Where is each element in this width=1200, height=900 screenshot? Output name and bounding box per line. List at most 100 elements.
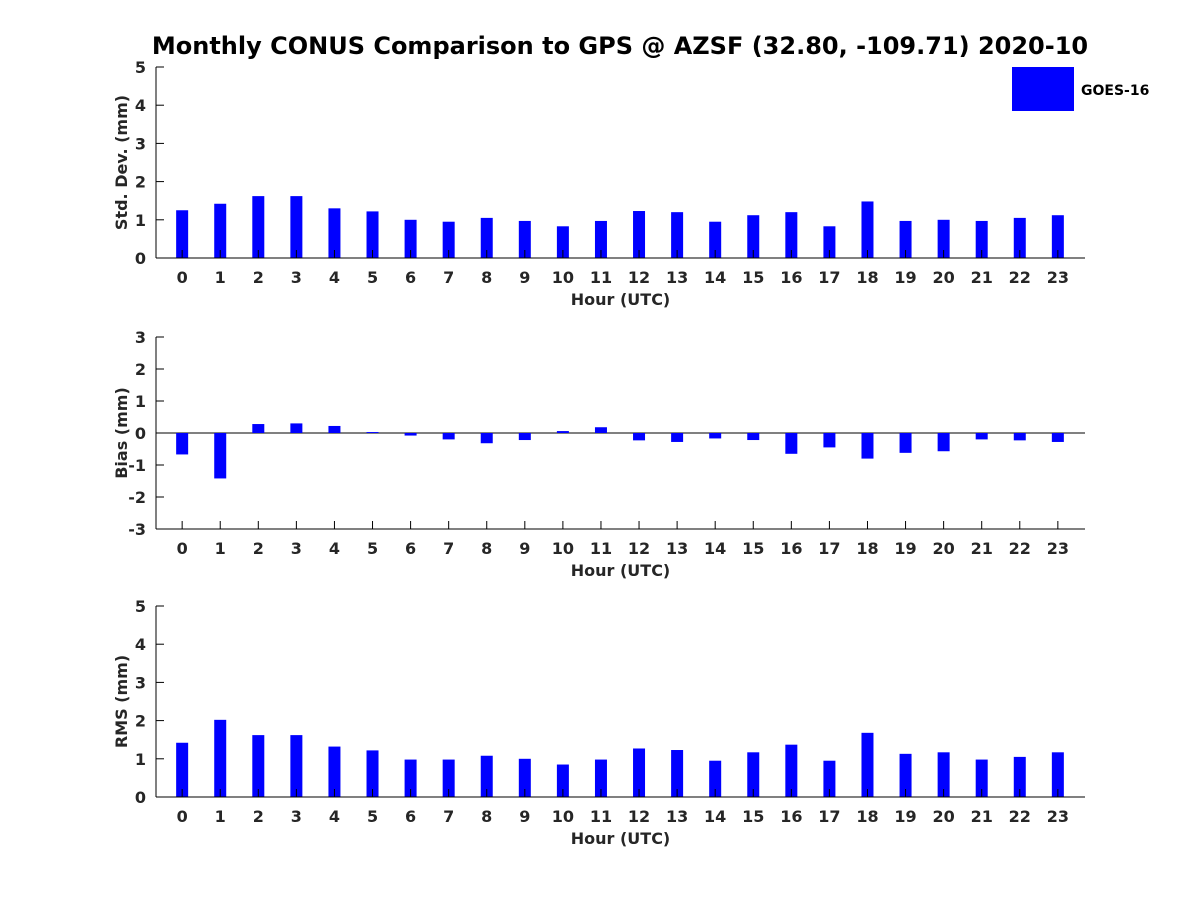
bar-hour-19 — [899, 220, 912, 258]
x-tick-label: 10 — [552, 539, 574, 558]
x-tick-label: 23 — [1047, 539, 1069, 558]
x-tick-label: 10 — [552, 807, 574, 826]
bar-hour-14 — [709, 221, 722, 258]
x-tick-label: 4 — [329, 268, 340, 287]
y-tick-label: 1 — [135, 392, 146, 411]
y-tick-label: 2 — [135, 173, 146, 192]
x-tick-label: 19 — [894, 539, 916, 558]
bar-hour-0 — [176, 433, 189, 455]
x-tick-label: 4 — [329, 539, 340, 558]
bar-hour-13 — [671, 750, 684, 797]
x-tick-label: 21 — [971, 807, 993, 826]
x-tick-label: 11 — [590, 539, 612, 558]
bar-hour-6 — [404, 433, 417, 436]
x-tick-label: 23 — [1047, 268, 1069, 287]
x-tick-label: 1 — [215, 807, 226, 826]
bar-hour-9 — [518, 758, 531, 797]
bar-hour-14 — [709, 760, 722, 797]
bar-hour-7 — [442, 221, 455, 258]
x-tick-label: 20 — [932, 268, 954, 287]
bar-hour-6 — [404, 219, 417, 258]
bar-hour-12 — [633, 748, 646, 797]
x-axis-label: Hour (UTC) — [571, 829, 671, 848]
y-axis-label: Bias (mm) — [112, 387, 131, 479]
bar-hour-14 — [709, 433, 722, 439]
x-tick-label: 22 — [1009, 539, 1031, 558]
x-tick-label: 3 — [291, 268, 302, 287]
x-tick-label: 19 — [894, 807, 916, 826]
x-tick-label: 3 — [291, 807, 302, 826]
bar-hour-5 — [366, 211, 379, 258]
bar-hour-17 — [823, 433, 836, 448]
x-tick-label: 15 — [742, 539, 764, 558]
x-tick-label: 2 — [253, 807, 264, 826]
y-tick-label: -2 — [128, 488, 146, 507]
bar-hour-20 — [937, 433, 950, 452]
x-tick-label: 2 — [253, 539, 264, 558]
bar-hour-3 — [290, 423, 303, 433]
legend-label: GOES-16 — [1081, 83, 1149, 99]
x-tick-label: 18 — [856, 539, 878, 558]
bar-hour-23 — [1051, 433, 1064, 442]
x-tick-label: 17 — [818, 268, 840, 287]
y-tick-label: 5 — [135, 58, 146, 77]
x-tick-label: 15 — [742, 807, 764, 826]
x-tick-label: 17 — [818, 539, 840, 558]
x-tick-label: 6 — [405, 807, 416, 826]
x-tick-label: 9 — [519, 539, 530, 558]
y-tick-label: 4 — [135, 96, 146, 115]
bar-hour-9 — [518, 220, 531, 258]
y-tick-label: 5 — [135, 597, 146, 616]
x-tick-label: 22 — [1009, 807, 1031, 826]
x-tick-label: 12 — [628, 539, 650, 558]
bar-hour-11 — [594, 427, 607, 433]
x-tick-label: 11 — [590, 268, 612, 287]
x-tick-label: 5 — [367, 268, 378, 287]
x-tick-label: 5 — [367, 539, 378, 558]
x-tick-label: 2 — [253, 268, 264, 287]
bar-hour-1 — [214, 203, 227, 258]
y-tick-label: 0 — [135, 424, 146, 443]
bar-hour-2 — [252, 424, 265, 433]
bar-hour-2 — [252, 735, 265, 797]
x-tick-label: 18 — [856, 268, 878, 287]
bar-hour-4 — [328, 208, 341, 258]
bar-hour-4 — [328, 746, 341, 797]
x-tick-label: 0 — [177, 268, 188, 287]
y-tick-label: -3 — [128, 520, 146, 539]
x-tick-label: 8 — [481, 268, 492, 287]
bar-hour-12 — [633, 433, 646, 441]
x-tick-label: 9 — [519, 268, 530, 287]
x-tick-label: 21 — [971, 539, 993, 558]
bar-hour-21 — [975, 759, 988, 797]
y-tick-label: -1 — [128, 456, 146, 475]
y-tick-label: 4 — [135, 635, 146, 654]
bar-hour-6 — [404, 759, 417, 797]
x-tick-label: 0 — [177, 807, 188, 826]
x-tick-label: 20 — [932, 807, 954, 826]
bar-hour-12 — [633, 211, 646, 258]
bar-hour-17 — [823, 226, 836, 258]
bar-hour-7 — [442, 759, 455, 797]
y-tick-label: 0 — [135, 249, 146, 268]
chart-title: Monthly CONUS Comparison to GPS @ AZSF (… — [152, 32, 1088, 60]
x-tick-label: 12 — [628, 268, 650, 287]
x-tick-label: 12 — [628, 807, 650, 826]
bar-hour-11 — [594, 220, 607, 258]
x-tick-label: 16 — [780, 268, 802, 287]
bar-hour-22 — [1013, 756, 1026, 797]
x-tick-label: 6 — [405, 268, 416, 287]
x-axis-label: Hour (UTC) — [571, 290, 671, 309]
x-tick-label: 16 — [780, 807, 802, 826]
bar-hour-13 — [671, 433, 684, 442]
bar-hour-13 — [671, 212, 684, 258]
y-axis-label: Std. Dev. (mm) — [112, 95, 131, 230]
bar-hour-18 — [861, 201, 874, 258]
x-tick-label: 19 — [894, 268, 916, 287]
legend: GOES-16 — [1012, 67, 1149, 111]
x-tick-label: 22 — [1009, 268, 1031, 287]
bar-hour-19 — [899, 753, 912, 797]
